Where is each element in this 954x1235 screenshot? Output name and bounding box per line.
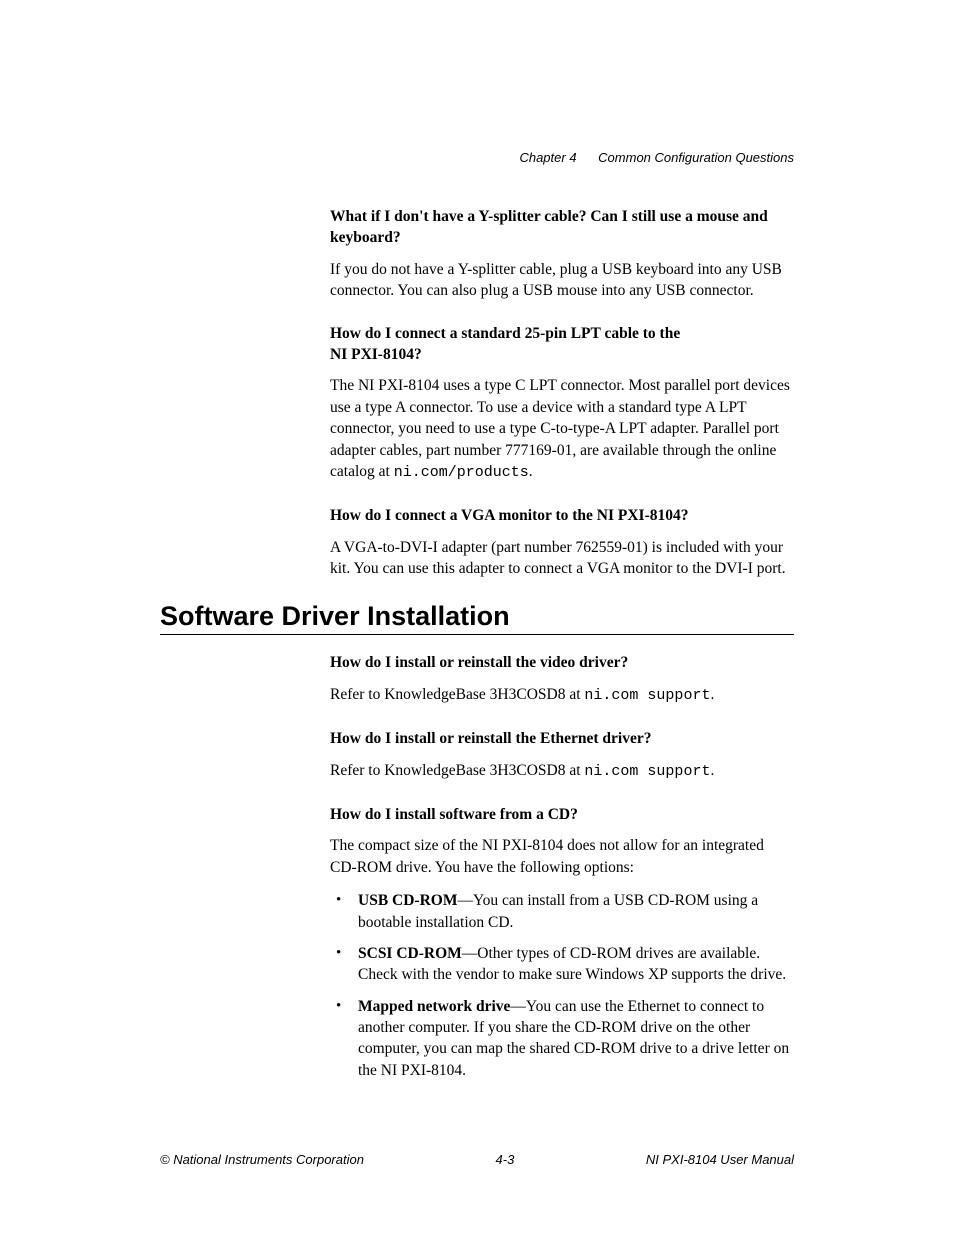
section-rule (160, 634, 794, 635)
q6-answer: The compact size of the NI PXI-8104 does… (330, 835, 794, 878)
page-header: Chapter 4 Common Configuration Questions (160, 150, 794, 165)
q5-answer-post: . (710, 762, 714, 779)
faq-q4: How do I install or reinstall the video … (330, 653, 794, 707)
faq-q2: How do I connect a standard 25-pin LPT c… (330, 324, 794, 484)
q5-answer-mono: ni.com support (584, 763, 710, 780)
q6-bullet-list: USB CD-ROM—You can install from a USB CD… (330, 890, 794, 1081)
q2-answer-post: . (529, 463, 533, 480)
chapter-title: Common Configuration Questions (598, 150, 794, 165)
q4-answer-post: . (710, 686, 714, 703)
q1-answer: If you do not have a Y-splitter cable, p… (330, 259, 794, 302)
section-title: Software Driver Installation (160, 601, 794, 632)
list-item: SCSI CD-ROM—Other types of CD-ROM drives… (330, 943, 794, 986)
q2-question-line1: How do I connect a standard 25-pin LPT c… (330, 325, 680, 342)
bullet-bold: SCSI CD-ROM (358, 945, 462, 962)
q4-answer: Refer to KnowledgeBase 3H3COSD8 at ni.co… (330, 684, 794, 707)
bullet-bold: USB CD-ROM (358, 892, 457, 909)
faq-q6: How do I install software from a CD? The… (330, 805, 794, 1082)
faq-q3: How do I connect a VGA monitor to the NI… (330, 506, 794, 580)
chapter-label: Chapter 4 (519, 150, 576, 165)
q2-answer-mono: ni.com/products (394, 464, 529, 481)
footer-left: © National Instruments Corporation (160, 1152, 364, 1167)
footer-right: NI PXI-8104 User Manual (646, 1152, 794, 1167)
q5-question: How do I install or reinstall the Ethern… (330, 729, 794, 750)
q3-question: How do I connect a VGA monitor to the NI… (330, 506, 794, 527)
q2-answer: The NI PXI-8104 uses a type C LPT connec… (330, 375, 794, 483)
list-item: Mapped network drive—You can use the Eth… (330, 996, 794, 1082)
q1-question: What if I don't have a Y-splitter cable?… (330, 207, 794, 249)
q4-answer-mono: ni.com support (584, 687, 710, 704)
q6-question: How do I install software from a CD? (330, 805, 794, 826)
page-content: Chapter 4 Common Configuration Questions… (0, 0, 954, 1081)
q5-answer: Refer to KnowledgeBase 3H3COSD8 at ni.co… (330, 760, 794, 783)
page-footer: © National Instruments Corporation 4-3 N… (160, 1152, 794, 1167)
q5-answer-pre: Refer to KnowledgeBase 3H3COSD8 at (330, 762, 584, 779)
faq-q1: What if I don't have a Y-splitter cable?… (330, 207, 794, 302)
q4-question: How do I install or reinstall the video … (330, 653, 794, 674)
bullet-bold: Mapped network drive (358, 998, 510, 1015)
faq-q5: How do I install or reinstall the Ethern… (330, 729, 794, 783)
q2-question-line2: NI PXI-8104? (330, 346, 422, 363)
list-item: USB CD-ROM—You can install from a USB CD… (330, 890, 794, 933)
q2-question: How do I connect a standard 25-pin LPT c… (330, 324, 794, 366)
q4-answer-pre: Refer to KnowledgeBase 3H3COSD8 at (330, 686, 584, 703)
q3-answer: A VGA-to-DVI-I adapter (part number 7625… (330, 537, 794, 580)
footer-center: 4-3 (496, 1152, 515, 1167)
